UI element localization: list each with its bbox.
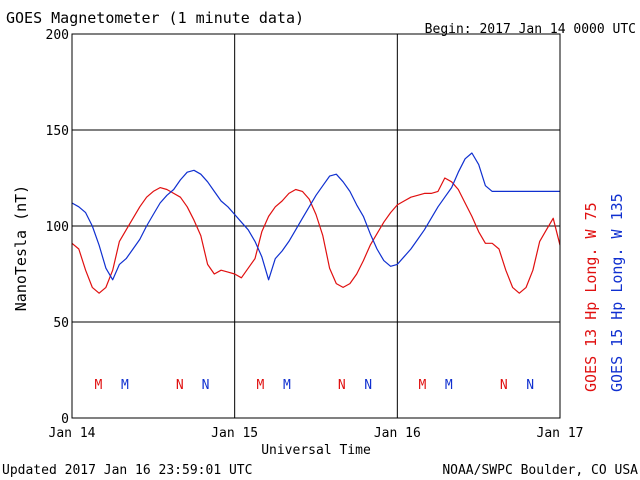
y-tick-label: 200 [46, 28, 69, 43]
marker-m: M [283, 378, 291, 393]
begin-label: Begin: 2017 Jan 14 0000 UTC [425, 22, 636, 37]
marker-n: N [500, 378, 508, 393]
marker-m: M [257, 378, 265, 393]
series-line-goes15 [71, 152, 560, 281]
y-tick-label: 50 [53, 316, 69, 331]
grid-lines [72, 34, 560, 418]
legend-goes15: GOES 15 Hp Long. W 135 [608, 193, 626, 392]
x-tick-label: Jan 17 [537, 426, 584, 441]
series-line-goes13 [71, 177, 561, 294]
y-tick-label: 0 [61, 412, 69, 427]
series-lines [71, 152, 561, 294]
legend-goes13: GOES 13 Hp Long. W 75 [582, 202, 600, 392]
x-tick-label: Jan 16 [374, 426, 421, 441]
chart-title: GOES Magnetometer (1 minute data) [6, 9, 304, 27]
credit-text: NOAA/SWPC Boulder, CO USA [442, 463, 638, 478]
y-tick-labels: 0 50 100 150 200 [46, 28, 69, 427]
x-tick-label: Jan 14 [49, 426, 96, 441]
x-axis-label: Universal Time [261, 443, 371, 458]
y-tick-label: 100 [46, 220, 69, 235]
marker-m: M [121, 378, 129, 393]
updated-timestamp: Updated 2017 Jan 16 23:59:01 UTC [2, 463, 252, 478]
plot-frame [71, 33, 561, 419]
y-axis-label: NanoTesla (nT) [12, 185, 30, 311]
y-tick-label: 150 [46, 124, 69, 139]
marker-n: N [526, 378, 534, 393]
marker-m: M [95, 378, 103, 393]
x-tick-label: Jan 15 [211, 426, 258, 441]
x-tick-labels: Jan 14 Jan 15 Jan 16 Jan 17 [49, 426, 584, 441]
marker-n: N [364, 378, 372, 393]
marker-m: M [418, 378, 426, 393]
marker-n: N [176, 378, 184, 393]
marker-n: N [202, 378, 210, 393]
marker-n: N [338, 378, 346, 393]
marker-m: M [445, 378, 453, 393]
